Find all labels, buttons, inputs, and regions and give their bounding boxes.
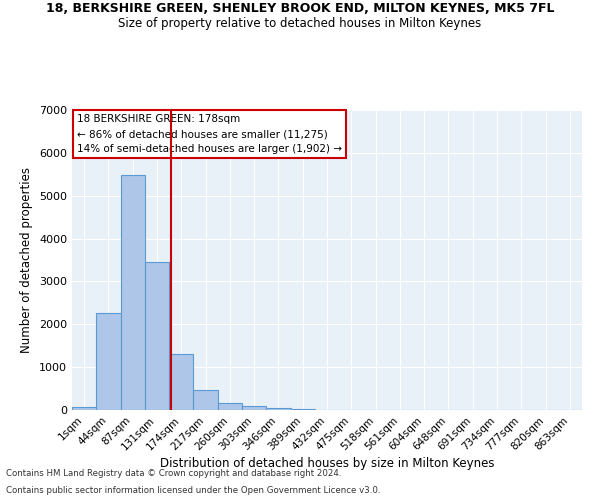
- Text: Size of property relative to detached houses in Milton Keynes: Size of property relative to detached ho…: [118, 18, 482, 30]
- Bar: [72, 406, 96, 410]
- Bar: [266, 408, 290, 410]
- Bar: [96, 312, 121, 410]
- Bar: [290, 408, 315, 410]
- Bar: [121, 175, 145, 410]
- Text: Contains HM Land Registry data © Crown copyright and database right 2024.: Contains HM Land Registry data © Crown c…: [6, 468, 341, 477]
- Y-axis label: Number of detached properties: Number of detached properties: [20, 167, 34, 353]
- Text: 18 BERKSHIRE GREEN: 178sqm
← 86% of detached houses are smaller (11,275)
14% of : 18 BERKSHIRE GREEN: 178sqm ← 86% of deta…: [77, 114, 342, 154]
- Bar: [169, 354, 193, 410]
- Bar: [218, 403, 242, 410]
- Text: Distribution of detached houses by size in Milton Keynes: Distribution of detached houses by size …: [160, 458, 494, 470]
- Bar: [193, 390, 218, 410]
- Bar: [145, 262, 169, 410]
- Text: Contains public sector information licensed under the Open Government Licence v3: Contains public sector information licen…: [6, 486, 380, 495]
- Bar: [242, 406, 266, 410]
- Text: 18, BERKSHIRE GREEN, SHENLEY BROOK END, MILTON KEYNES, MK5 7FL: 18, BERKSHIRE GREEN, SHENLEY BROOK END, …: [46, 2, 554, 16]
